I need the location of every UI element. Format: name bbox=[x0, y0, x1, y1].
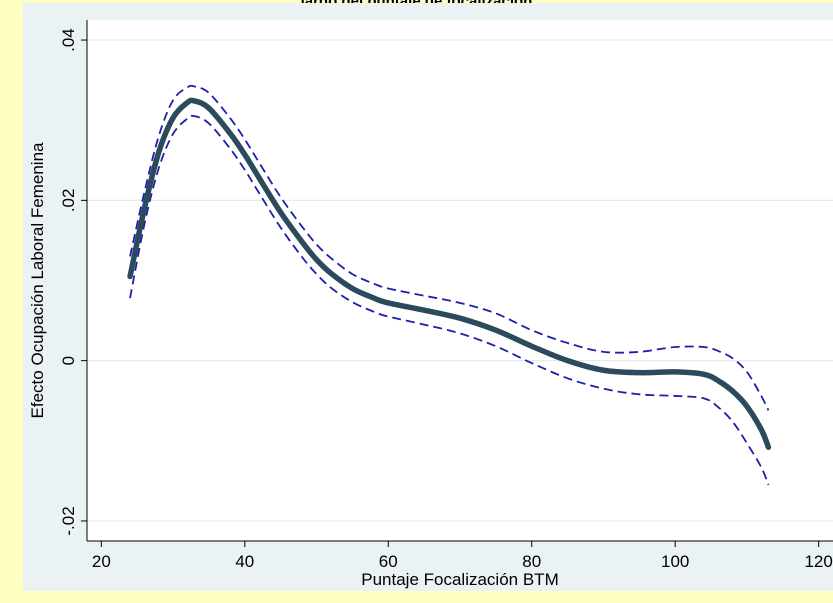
y-tick-label: -.02 bbox=[59, 506, 78, 535]
y-tick-label: 0 bbox=[59, 356, 78, 365]
y-axis-label: Efecto Ocupación Laboral Femenina bbox=[28, 142, 47, 418]
x-tick-label: 40 bbox=[235, 552, 254, 571]
series-line-estimate bbox=[127, 97, 772, 450]
x-tick-label: 120 bbox=[804, 552, 832, 571]
axes: -.02 0 .02 .04 20 40 60 80 100 120 bbox=[59, 20, 833, 571]
x-axis-label: Puntaje Focalización BTM bbox=[361, 570, 558, 589]
x-tick-label: 100 bbox=[661, 552, 689, 571]
plot-area bbox=[87, 20, 833, 541]
series-group bbox=[127, 84, 772, 486]
x-tick-label: 80 bbox=[522, 552, 541, 571]
series-line-upper-bound bbox=[129, 84, 770, 411]
x-tick-label: 60 bbox=[379, 552, 398, 571]
x-tick-label: 20 bbox=[92, 552, 111, 571]
y-tick-label: .02 bbox=[59, 189, 78, 213]
series-line-lower-bound bbox=[129, 114, 770, 486]
y-tick-label: .04 bbox=[59, 28, 78, 52]
gridlines bbox=[87, 39, 833, 522]
